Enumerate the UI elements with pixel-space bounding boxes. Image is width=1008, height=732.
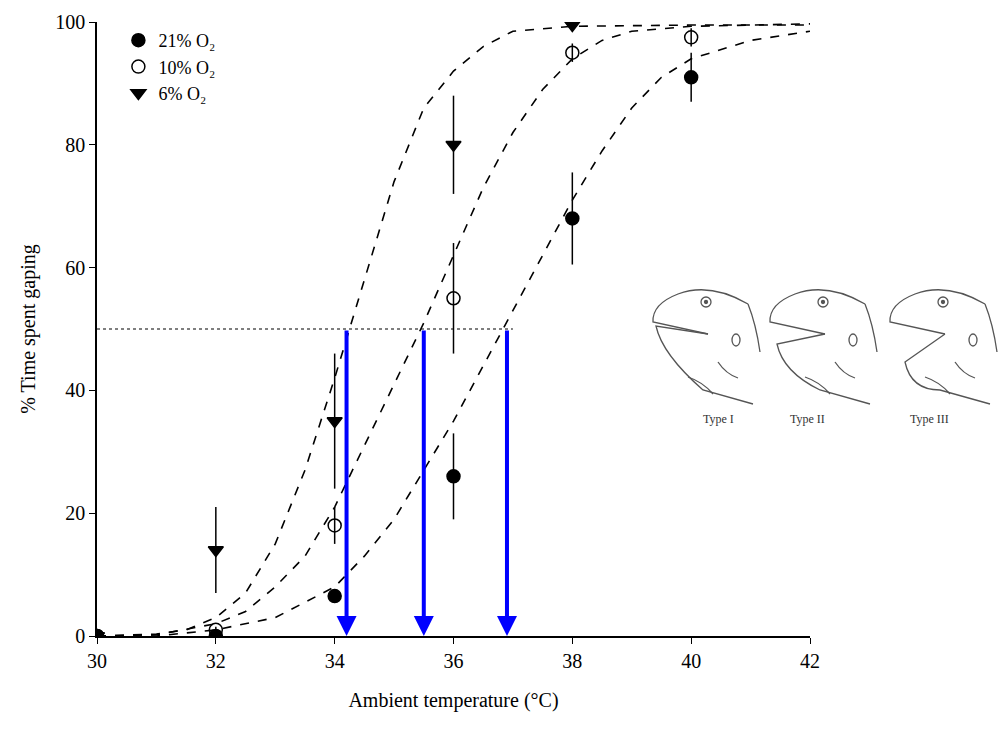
svg-text:6% O₂: 6% O₂ xyxy=(158,84,206,104)
svg-text:21% O₂: 21% O₂ xyxy=(158,31,215,51)
svg-text:100: 100 xyxy=(55,11,85,33)
svg-text:36: 36 xyxy=(444,650,464,672)
svg-text:38: 38 xyxy=(562,650,582,672)
svg-text:40: 40 xyxy=(681,650,701,672)
svg-text:32: 32 xyxy=(206,650,226,672)
svg-text:60: 60 xyxy=(65,257,85,279)
svg-text:Type III: Type III xyxy=(910,412,949,426)
svg-text:Ambient temperature (°C): Ambient temperature (°C) xyxy=(348,689,558,712)
svg-text:30: 30 xyxy=(87,650,107,672)
svg-text:20: 20 xyxy=(65,502,85,524)
svg-text:40: 40 xyxy=(65,379,85,401)
svg-text:10% O₂: 10% O₂ xyxy=(158,58,215,78)
svg-text:80: 80 xyxy=(65,134,85,156)
svg-text:42: 42 xyxy=(800,650,820,672)
svg-text:Type I: Type I xyxy=(703,412,734,426)
svg-text:Type II: Type II xyxy=(790,412,825,426)
svg-text:% Time spent gaping: % Time spent gaping xyxy=(17,244,40,413)
svg-text:34: 34 xyxy=(325,650,345,672)
svg-text:0: 0 xyxy=(75,625,85,647)
